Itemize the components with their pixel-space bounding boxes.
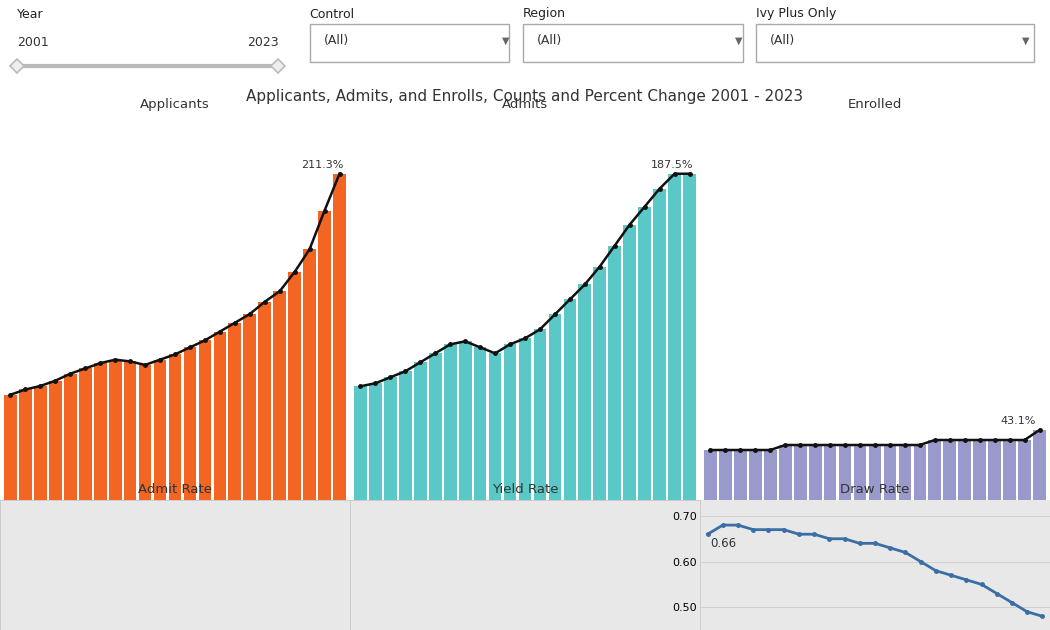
- Bar: [289, 272, 301, 500]
- Bar: [1018, 440, 1031, 500]
- Bar: [668, 174, 681, 500]
- Text: (All): (All): [323, 34, 349, 47]
- Bar: [93, 363, 106, 500]
- Bar: [109, 360, 122, 500]
- Bar: [459, 341, 471, 500]
- Bar: [624, 225, 636, 500]
- Bar: [34, 386, 47, 500]
- Bar: [854, 445, 866, 500]
- Bar: [333, 174, 345, 500]
- Title: Yield Rate: Yield Rate: [491, 483, 559, 496]
- Bar: [474, 347, 486, 500]
- Bar: [273, 291, 286, 500]
- Bar: [824, 445, 837, 500]
- Text: Control: Control: [310, 8, 355, 21]
- Title: Enrolled: Enrolled: [847, 98, 902, 111]
- Bar: [749, 450, 761, 500]
- Bar: [139, 365, 151, 500]
- Bar: [928, 440, 941, 500]
- Bar: [184, 347, 196, 500]
- Text: 2023: 2023: [247, 36, 278, 49]
- FancyBboxPatch shape: [523, 24, 743, 62]
- Bar: [244, 314, 256, 500]
- Bar: [959, 440, 971, 500]
- Bar: [488, 353, 502, 500]
- Bar: [564, 299, 576, 500]
- Bar: [839, 445, 852, 500]
- Bar: [593, 266, 606, 500]
- Bar: [944, 440, 957, 500]
- Bar: [229, 323, 242, 500]
- Bar: [608, 246, 622, 500]
- Bar: [533, 329, 546, 500]
- Bar: [1003, 440, 1016, 500]
- Bar: [988, 440, 1001, 500]
- Bar: [519, 338, 531, 500]
- Bar: [504, 345, 517, 500]
- Text: Year: Year: [17, 8, 43, 21]
- Bar: [764, 450, 777, 500]
- Bar: [899, 445, 911, 500]
- Bar: [705, 450, 717, 500]
- Text: ▼: ▼: [1022, 35, 1029, 45]
- Bar: [19, 389, 32, 500]
- Bar: [354, 386, 366, 500]
- Bar: [638, 207, 651, 500]
- Bar: [653, 189, 666, 500]
- Bar: [399, 371, 412, 500]
- Bar: [414, 362, 426, 500]
- Bar: [719, 450, 732, 500]
- Bar: [734, 450, 747, 500]
- Bar: [579, 285, 591, 500]
- Title: Draw Rate: Draw Rate: [840, 483, 909, 496]
- Bar: [884, 445, 897, 500]
- Text: 2001: 2001: [17, 36, 48, 49]
- Bar: [369, 383, 382, 500]
- Bar: [779, 445, 792, 500]
- Text: (All): (All): [537, 34, 562, 47]
- Text: ▼: ▼: [735, 35, 742, 45]
- Bar: [79, 369, 91, 500]
- Text: 211.3%: 211.3%: [300, 160, 343, 170]
- FancyBboxPatch shape: [756, 24, 1034, 62]
- Bar: [868, 445, 881, 500]
- Text: ▼: ▼: [502, 35, 509, 45]
- Bar: [973, 440, 986, 500]
- Title: Applicants: Applicants: [140, 98, 210, 111]
- Bar: [303, 249, 316, 500]
- Bar: [169, 355, 182, 500]
- FancyBboxPatch shape: [310, 24, 509, 62]
- Bar: [1033, 430, 1046, 500]
- Bar: [548, 314, 562, 500]
- Bar: [684, 174, 696, 500]
- Bar: [794, 445, 806, 500]
- Bar: [258, 302, 271, 500]
- Text: 0.66: 0.66: [711, 537, 736, 550]
- Bar: [153, 360, 166, 500]
- Bar: [318, 210, 331, 500]
- Text: (All): (All): [770, 34, 795, 47]
- Title: Admits: Admits: [502, 98, 548, 111]
- Bar: [384, 377, 397, 500]
- Bar: [49, 381, 62, 500]
- Text: Ivy Plus Only: Ivy Plus Only: [756, 8, 837, 21]
- Text: Region: Region: [523, 8, 566, 21]
- Bar: [64, 374, 77, 500]
- Bar: [808, 445, 821, 500]
- Text: Applicants, Admits, and Enrolls, Counts and Percent Change 2001 - 2023: Applicants, Admits, and Enrolls, Counts …: [247, 89, 803, 105]
- Bar: [914, 445, 926, 500]
- Text: 187.5%: 187.5%: [651, 160, 693, 170]
- Title: Admit Rate: Admit Rate: [138, 483, 212, 496]
- Text: 43.1%: 43.1%: [1001, 416, 1036, 427]
- Bar: [444, 345, 457, 500]
- Bar: [198, 340, 211, 500]
- Bar: [124, 362, 136, 500]
- Bar: [4, 395, 17, 500]
- Bar: [213, 331, 226, 500]
- Bar: [428, 353, 442, 500]
